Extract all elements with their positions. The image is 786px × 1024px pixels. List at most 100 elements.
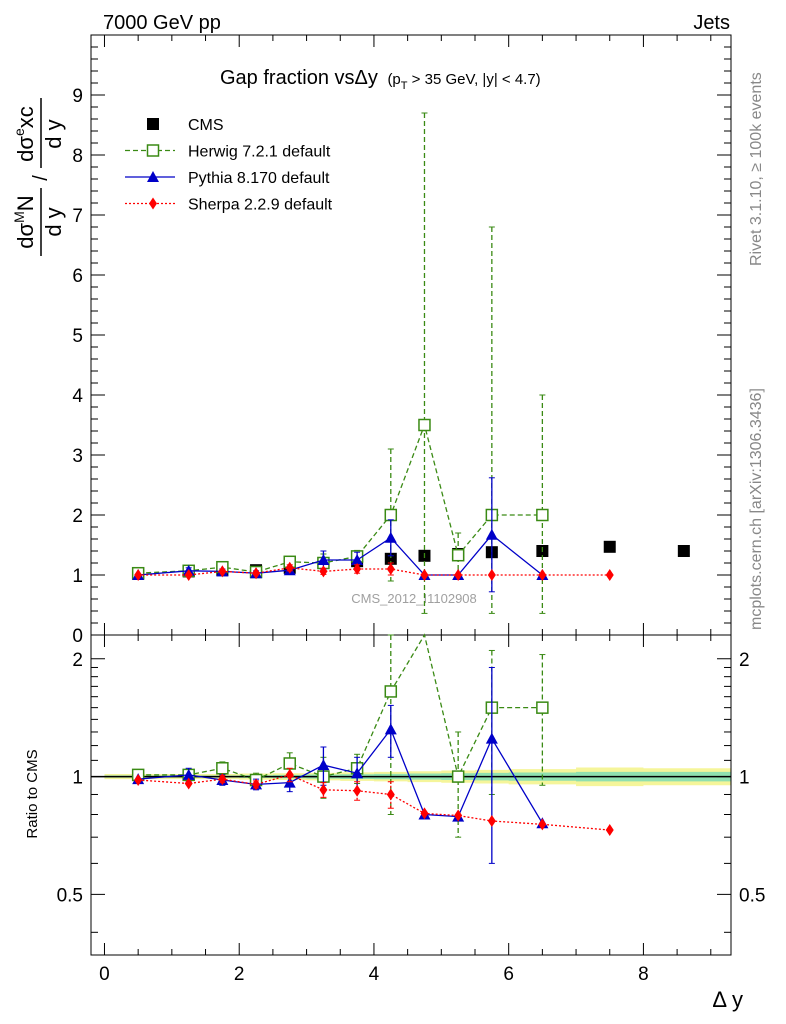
main-sherpa-point xyxy=(285,561,294,574)
chart-title-sub: (pT > 35 GeV, |y| < 4.7) xyxy=(387,71,540,92)
ratio-x-tick-label: 2 xyxy=(234,964,245,985)
y-label-den-right: d y xyxy=(41,119,66,148)
mcplots-label: mcplots.cern.ch [arXiv:1306.3436] xyxy=(748,388,765,630)
main-sherpa-point xyxy=(184,569,193,581)
ratio-x-tick-label: 8 xyxy=(638,964,649,985)
ratio-series-group xyxy=(131,633,614,864)
main-pythia-point xyxy=(485,528,498,540)
ratio-sherpa-point xyxy=(605,824,614,837)
ratio-y-tick-label: 1 xyxy=(72,768,83,789)
ratio-pythia-point xyxy=(317,759,330,771)
ratio-frame xyxy=(90,634,732,956)
legend-label-herwig: Herwig 7.2.1 default xyxy=(188,144,331,161)
legend-label-cms: CMS xyxy=(188,117,224,134)
main-y-tick-label: 2 xyxy=(72,506,83,527)
ratio-pythia-point xyxy=(384,723,397,735)
legend-label-sherpa: Sherpa 2.2.9 default xyxy=(188,197,333,214)
main-pythia-point xyxy=(384,531,397,543)
ratio-pythia-line xyxy=(138,728,543,824)
energy-label: 7000 GeV pp xyxy=(103,12,221,34)
main-pythia-point xyxy=(351,554,364,565)
ratio-herwig-point xyxy=(216,762,229,775)
ratio-y-tick-label-right: 1 xyxy=(739,768,750,789)
legend-marker-pythia xyxy=(147,171,159,182)
main-y-tick-label: 4 xyxy=(72,386,83,407)
main-y-tick-label: 3 xyxy=(72,446,83,467)
main-herwig-point xyxy=(451,548,465,562)
main-sherpa-point xyxy=(487,569,496,581)
main-frame xyxy=(90,34,732,636)
main-cms-point xyxy=(677,545,690,557)
main-sherpa-point xyxy=(454,569,463,581)
ratio-y-tick-label-right: 2 xyxy=(739,650,750,671)
ratio-sherpa-point xyxy=(285,768,294,781)
ratio-sherpa-series xyxy=(134,767,614,837)
ratio-sherpa-point xyxy=(487,814,496,827)
main-sherpa-point xyxy=(218,565,227,578)
main-sherpa-point xyxy=(134,569,143,581)
ratio-sherpa-point xyxy=(184,777,193,790)
main-sherpa-point xyxy=(420,569,429,581)
main-herwig-series xyxy=(131,112,549,614)
main-herwig-point xyxy=(536,508,549,522)
ratio-sherpa-point xyxy=(218,773,227,786)
ratio-herwig-point xyxy=(283,757,296,770)
main-herwig-line xyxy=(138,422,543,574)
y-label-num-right: dσexc xyxy=(11,106,38,162)
main-y-tick-label: 8 xyxy=(72,146,83,167)
main-cms-point xyxy=(603,540,616,553)
ratio-y-axis-label: Ratio to CMS xyxy=(24,749,41,838)
ratio-pythia-point xyxy=(485,732,498,744)
ratio-sherpa-point xyxy=(454,809,463,822)
main-y-tick-label: 7 xyxy=(72,206,83,227)
main-sherpa-point xyxy=(252,567,261,580)
ratio-x-tick-label: 6 xyxy=(503,964,514,985)
ratio-pythia-point xyxy=(351,767,364,779)
ratio-sherpa-point xyxy=(319,783,328,796)
chart-title-main: Gap fraction vsΔy xyxy=(220,67,378,89)
legend-marker-herwig xyxy=(146,144,160,157)
main-axes: 0 1 2 3 4 5 6 7 8 9 xyxy=(72,34,732,647)
y-label-slash: / xyxy=(30,175,52,181)
ratio-pythia-series xyxy=(132,666,549,864)
ratio-y-tick-label: 2 xyxy=(72,650,83,671)
ratio-y-tick-label-right: 0.5 xyxy=(739,885,765,906)
main-sherpa-point xyxy=(353,563,362,575)
main-herwig-point xyxy=(418,418,431,432)
ratio-y-tick-label: 0.5 xyxy=(57,885,83,906)
main-y-tick-label: 6 xyxy=(72,266,83,287)
main-y-tick-label: 9 xyxy=(72,86,83,107)
rivet-label: Rivet 3.1.10, ≥ 100k events xyxy=(748,72,765,266)
main-y-tick-label: 5 xyxy=(72,326,83,347)
y-label-den-left: d y xyxy=(41,207,66,236)
ratio-sherpa-point xyxy=(252,778,261,791)
ratio-axes: 0 2 4 6 8 0.5 0.5 1 1 2 2 xyxy=(57,634,765,985)
main-sherpa-point xyxy=(605,569,614,581)
ratio-sherpa-point xyxy=(134,773,143,786)
legend-marker-cms xyxy=(147,118,159,130)
ratio-herwig-point xyxy=(384,685,398,698)
ratio-herwig-point xyxy=(451,770,465,783)
main-y-axis-label: dσMN d y / dσexc d y xyxy=(11,98,66,256)
y-label-num-left: dσMN xyxy=(11,195,38,248)
legend-label-pythia: Pythia 8.170 default xyxy=(188,170,330,187)
legend: CMS Herwig 7.2.1 default Pythia 8.170 defa… xyxy=(125,117,333,214)
analysis-id: CMS_2012_I1102908 xyxy=(351,591,477,606)
main-sherpa-point xyxy=(538,569,547,581)
x-axis-label: Δ y xyxy=(712,987,743,1012)
main-y-tick-label: 1 xyxy=(72,566,83,587)
main-series-group xyxy=(131,112,690,614)
main-sherpa-point xyxy=(386,563,395,575)
main-pythia-point xyxy=(317,554,330,565)
ratio-herwig-series xyxy=(131,633,549,838)
ratio-sherpa-point xyxy=(386,788,395,801)
ratio-sherpa-point xyxy=(353,784,362,797)
ratio-sherpa-point xyxy=(420,807,429,820)
ratio-pythia-point xyxy=(182,768,195,780)
ratio-herwig-line xyxy=(138,633,543,781)
ratio-x-tick-label: 0 xyxy=(99,964,110,985)
main-sherpa-series xyxy=(134,561,614,581)
ratio-x-tick-label: 4 xyxy=(369,964,380,985)
chart-title: Gap fraction vsΔy (pT > 35 GeV, |y| < 4.… xyxy=(220,67,541,92)
ratio-herwig-point xyxy=(536,701,549,714)
